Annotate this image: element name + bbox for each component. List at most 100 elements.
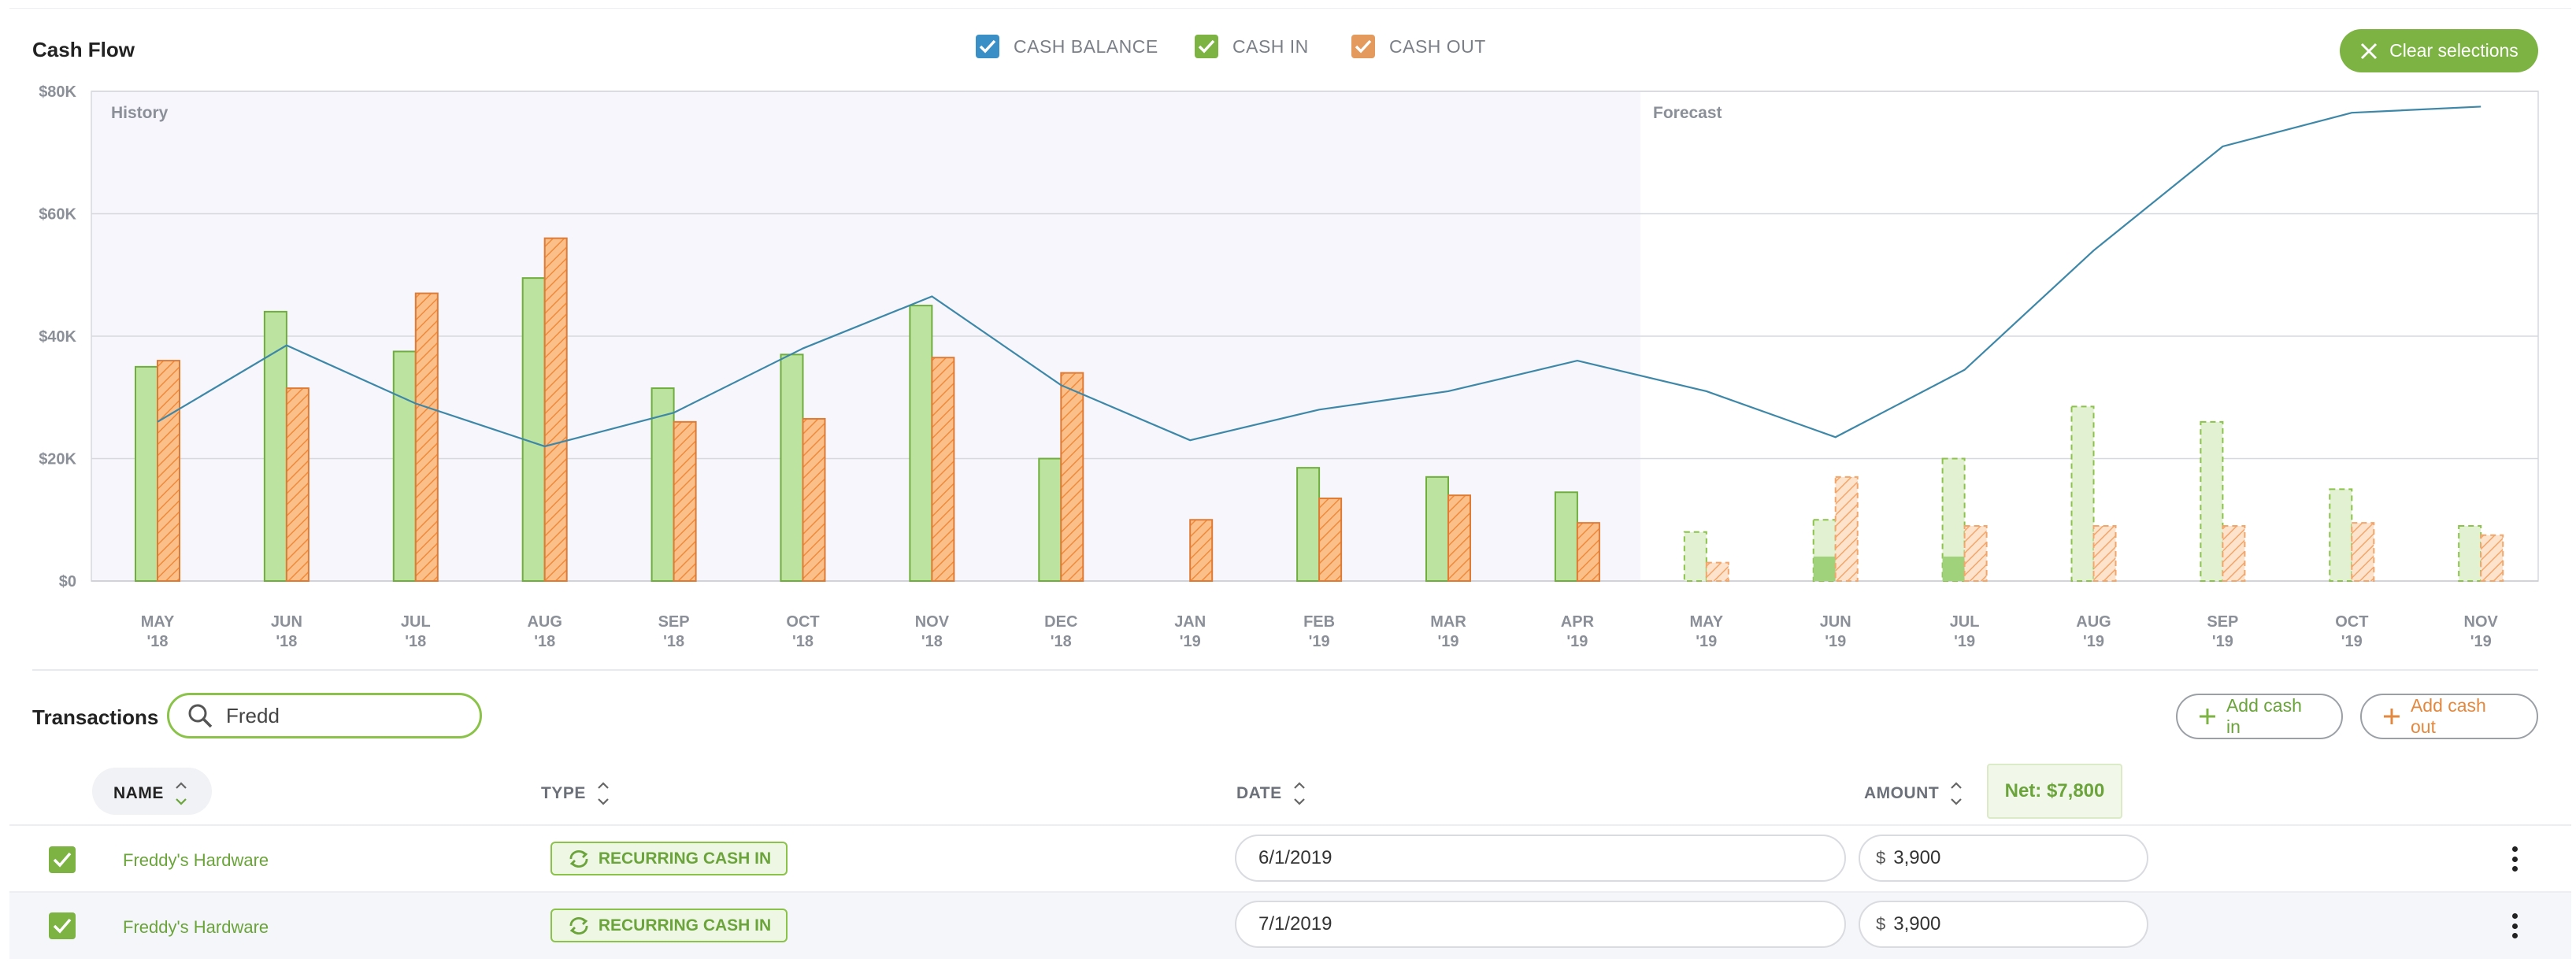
cash-in-bar: [1296, 467, 1321, 582]
x-tick-label: JUN: [1820, 613, 1851, 631]
column-date-label: DATE: [1236, 784, 1282, 802]
y-tick-label: $20K: [39, 451, 76, 468]
check-icon: [53, 918, 72, 934]
cash-out-bar: [802, 417, 826, 583]
clear-selections-label: Clear selections: [2389, 40, 2519, 61]
x-tick-label: '18: [534, 633, 555, 650]
add-cash-in-button[interactable]: Add cash in: [2176, 694, 2343, 739]
date-field[interactable]: [1235, 901, 1846, 948]
cash-in-bar: [780, 353, 804, 582]
region-label-forecast: Forecast: [1653, 104, 1722, 122]
x-tick-label: APR: [1561, 613, 1595, 631]
cash-out-checkbox[interactable]: [1351, 35, 1375, 58]
plus-icon: [2383, 709, 2400, 724]
x-tick-label: OCT: [2335, 613, 2368, 631]
x-tick-label: '19: [2341, 633, 2363, 650]
x-tick-label: '18: [276, 633, 297, 650]
x-tick-label: '18: [1051, 633, 1072, 650]
cash-out-bar: [2480, 534, 2504, 582]
x-tick-label: NOV: [2464, 613, 2499, 631]
x-tick-label: '19: [1437, 633, 1458, 650]
row-type-badge: RECURRING CASH IN: [550, 842, 788, 875]
column-header-amount[interactable]: AMOUNT: [1864, 779, 1963, 808]
row-type-label: RECURRING CASH IN: [598, 916, 772, 935]
cash-out-bar: [543, 237, 568, 582]
x-tick-label: FEB: [1303, 613, 1335, 631]
x-tick-label: JUL: [401, 613, 431, 631]
cash-in-bar: [1554, 491, 1578, 583]
x-tick-label: '18: [792, 633, 814, 650]
amount-input[interactable]: [1892, 912, 2116, 936]
amount-field[interactable]: $: [1859, 835, 2148, 882]
cash-in-bar: [2329, 488, 2353, 582]
amount-field[interactable]: $: [1859, 901, 2148, 948]
search-icon: [188, 704, 213, 728]
recurring-icon: [569, 916, 588, 935]
row-checkbox[interactable]: [49, 846, 76, 873]
column-header-name[interactable]: NAME: [113, 779, 187, 808]
row-checkbox[interactable]: [49, 912, 76, 939]
check-icon: [979, 39, 996, 54]
search-box[interactable]: [167, 693, 482, 738]
column-header-type[interactable]: TYPE: [541, 779, 610, 808]
y-tick-label: $0: [59, 573, 76, 590]
recurring-icon: [569, 849, 588, 868]
row-name-link[interactable]: Freddy's Hardware: [123, 850, 269, 870]
x-tick-label: MAY: [1689, 613, 1723, 631]
section-divider: [32, 669, 2538, 671]
date-input[interactable]: [1257, 846, 1811, 870]
cash-in-bar: [2458, 525, 2482, 583]
legend-cash-in[interactable]: CASH IN: [1195, 35, 1309, 58]
cash-in-bar: [135, 365, 158, 582]
x-tick-label: OCT: [786, 613, 819, 631]
cash-out-bar: [1834, 476, 1859, 583]
check-icon: [53, 852, 72, 868]
sort-icon: [597, 779, 610, 808]
cash-out-bar: [2351, 522, 2375, 583]
row-name-link[interactable]: Freddy's Hardware: [123, 917, 269, 937]
more-options-icon[interactable]: [2503, 843, 2526, 875]
cash-out-bar: [414, 292, 439, 582]
check-icon: [1198, 39, 1215, 54]
add-cash-out-button[interactable]: Add cash out: [2360, 694, 2538, 739]
x-tick-label: '18: [405, 633, 426, 650]
x-tick-label: '18: [146, 633, 168, 650]
cash-out-bar: [157, 360, 180, 582]
legend-label: CASH OUT: [1389, 35, 1486, 57]
cash-out-bar: [1189, 519, 1214, 582]
x-tick-label: JUL: [1950, 613, 1980, 631]
more-options-icon[interactable]: [2503, 910, 2526, 942]
x-tick-label: DEC: [1044, 613, 1077, 631]
cash-balance-line: [157, 105, 2481, 448]
date-input[interactable]: [1257, 912, 1811, 936]
name-sort-pill[interactable]: [92, 768, 212, 815]
cash-in-checkbox[interactable]: [1195, 35, 1218, 58]
x-tick-label: '19: [1696, 633, 1717, 650]
cash-out-bar: [1060, 372, 1084, 582]
column-header-date[interactable]: DATE: [1236, 779, 1306, 808]
x-tick-label: '19: [1954, 633, 1975, 650]
column-name-label: NAME: [113, 784, 164, 802]
search-input[interactable]: [224, 702, 464, 729]
legend-label: CASH BALANCE: [1014, 35, 1158, 57]
x-tick-label: '19: [1566, 633, 1588, 650]
legend-label: CASH IN: [1232, 35, 1309, 57]
cash-balance-checkbox[interactable]: [976, 35, 999, 58]
date-field[interactable]: [1235, 835, 1846, 882]
x-tick-label: JAN: [1174, 613, 1206, 631]
plus-icon: [2199, 709, 2215, 724]
x-tick-label: '19: [2212, 633, 2233, 650]
x-tick-label: '18: [921, 633, 943, 650]
cash-out-bar: [1576, 522, 1600, 583]
legend-cash-out[interactable]: CASH OUT: [1351, 35, 1486, 58]
cash-out-bar: [2092, 525, 2117, 583]
cash-out-bar: [2222, 525, 2246, 583]
cash-in-bar: [1683, 531, 1707, 582]
clear-selections-button[interactable]: Clear selections: [2340, 29, 2538, 72]
legend-cash-balance[interactable]: CASH BALANCE: [976, 35, 1158, 58]
table-row: Freddy's Hardware RECURRING CASH IN $: [9, 891, 2571, 959]
amount-input[interactable]: [1892, 846, 2116, 870]
transactions-title: Transactions: [32, 705, 159, 729]
cash-in-bar: [2070, 405, 2095, 582]
